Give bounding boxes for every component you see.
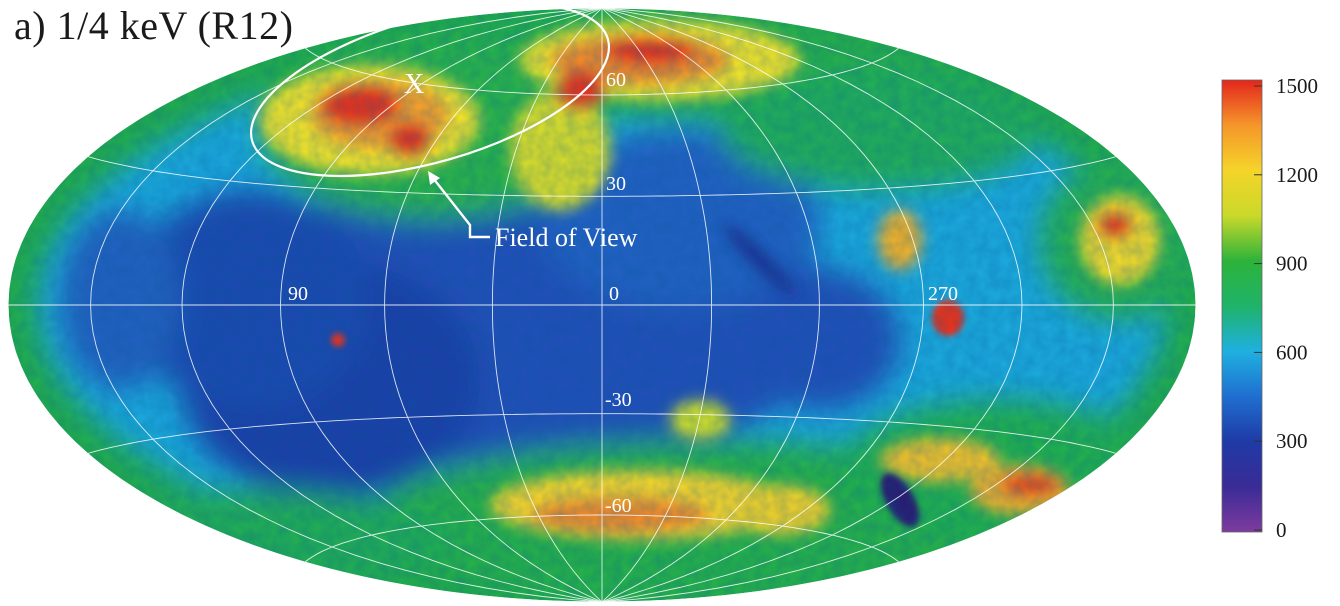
map-boundary: [7, 7, 1197, 603]
graticule-meridian: [601, 8, 1114, 602]
graticule-meridian: [601, 8, 1023, 602]
graticule-meridian: [384, 8, 603, 602]
colorbar-tick-label: 1200: [1276, 163, 1318, 187]
graticule-meridian: [601, 8, 713, 602]
graticule-grid: [8, 8, 1196, 602]
latitude-label-30: 30: [606, 173, 626, 195]
pointer-arrowhead-icon: [428, 171, 440, 185]
latitude-label-minus-30: -30: [605, 389, 632, 411]
colorbar-tick-label: 0: [1276, 518, 1287, 542]
latitude-label-60: 60: [606, 69, 626, 91]
colorbar-scale: [1221, 79, 1263, 533]
field-of-view-label: Field of View: [495, 223, 638, 252]
colorbar-tick-label: 1500: [1276, 74, 1318, 98]
panel-title: a) 1/4 keV (R12): [14, 3, 294, 48]
field-of-view-marker: X: [404, 69, 424, 100]
longitude-label-270: 270: [928, 283, 958, 305]
graticule-meridian: [491, 8, 603, 602]
colorbar: 1500 1200 900 600 300 0: [1221, 74, 1318, 542]
colorbar-tick-label: 900: [1276, 252, 1308, 276]
colorbar-tick-label: 300: [1276, 429, 1308, 453]
graticule-meridian: [601, 8, 924, 602]
graticule-meridian: [601, 8, 820, 602]
longitude-label-0: 0: [609, 283, 619, 305]
colorbar-ticks: 1500 1200 900 600 300 0: [1254, 74, 1318, 542]
graticule-meridian: [90, 8, 603, 602]
graticule-meridian: [181, 8, 603, 602]
graticule-meridian: [280, 8, 603, 602]
colorbar-tick-label: 600: [1276, 340, 1308, 364]
latitude-label-minus-60: -60: [605, 495, 632, 517]
field-of-view-ellipse: [249, 2, 611, 178]
longitude-label-90: 90: [288, 283, 308, 305]
field-of-view-pointer: [432, 177, 490, 239]
